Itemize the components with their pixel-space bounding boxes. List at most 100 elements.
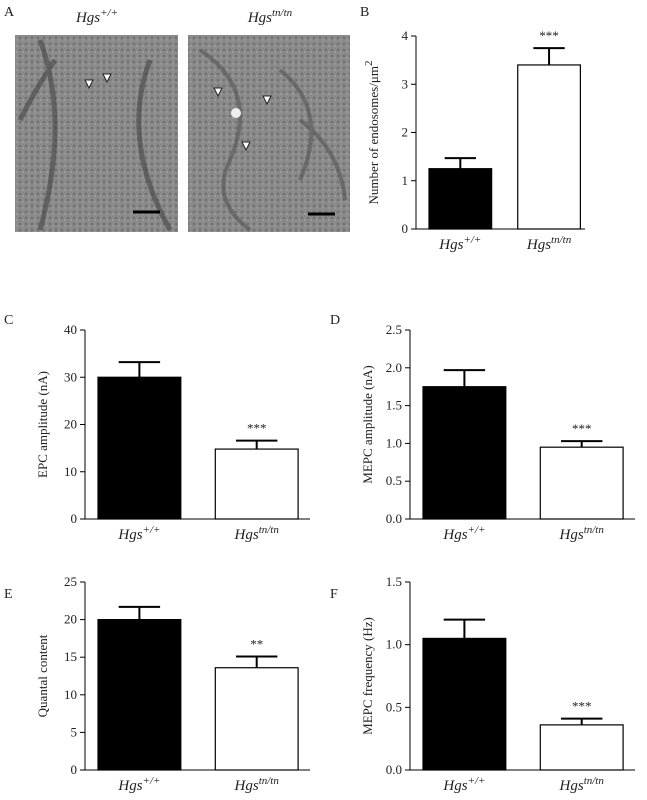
bar [422, 637, 507, 771]
y-tick-label: 25 [64, 574, 77, 589]
superscript: +/+ [100, 7, 118, 19]
y-tick-label: 0 [71, 762, 78, 777]
panel-label: C [4, 313, 13, 328]
y-axis-label: MEPC amplitude (nA) [360, 365, 375, 483]
y-tick-label: 1.5 [386, 574, 402, 589]
bar [422, 386, 507, 520]
gene: Hgs [559, 527, 584, 543]
y-tick-label: 0 [71, 511, 78, 526]
superscript: +/+ [468, 775, 486, 787]
gene: Hgs [247, 10, 272, 26]
arrowhead [213, 87, 272, 152]
y-tick-label: 1.5 [386, 398, 402, 413]
superscript: tn/tn [259, 524, 280, 536]
panel-a: A [4, 5, 350, 232]
genotype-label: Hgstn/tn [559, 775, 605, 794]
label-text: MEPC frequency (Hz) [360, 617, 375, 735]
y-tick-label: 0.0 [386, 762, 402, 777]
superscript: 2 [363, 61, 375, 67]
superscript: +/+ [143, 524, 161, 536]
gene: Hgs [442, 778, 467, 794]
gene: Hgs [442, 527, 467, 543]
y-tick-label: 20 [64, 612, 77, 627]
panel-label: E [4, 587, 13, 602]
vesicle [231, 108, 241, 118]
panel-label: D [330, 313, 340, 328]
genotype-label: Hgstn/tn [234, 524, 280, 543]
y-tick-label: 1.0 [386, 637, 402, 652]
genotype-label: Hgs+/+ [117, 524, 160, 543]
superscript: +/+ [143, 775, 161, 787]
y-tick-label: 4 [402, 28, 409, 43]
y-tick-label: 10 [64, 687, 77, 702]
membrane [17, 39, 173, 232]
y-tick-label: 10 [64, 464, 77, 479]
panel-label: A [4, 5, 15, 20]
y-tick-label: 3 [402, 76, 409, 91]
bar [428, 168, 493, 230]
gene: Hgs [117, 527, 142, 543]
y-tick-label: 0.5 [386, 699, 402, 714]
significance: *** [572, 699, 592, 714]
y-tick-label: 40 [64, 322, 77, 337]
y-tick-label: 20 [64, 417, 77, 432]
y-tick-label: 0.0 [386, 511, 402, 526]
label-text: EPC amplitude (nA) [35, 371, 50, 478]
genotype-label: Hgstn/tn [234, 775, 280, 794]
y-tick-label: 2.0 [386, 360, 402, 375]
superscript: tn/tn [259, 775, 280, 787]
genotype-label: Hgstn/tn [247, 7, 293, 26]
bar [214, 448, 299, 520]
bar [517, 64, 581, 230]
membrane [198, 48, 347, 232]
label-text: Number of endosomes/μm [366, 66, 381, 204]
genotype-label: Hgs+/+ [442, 524, 485, 543]
superscript: tn/tn [272, 7, 293, 19]
significance: ** [250, 636, 263, 651]
y-tick-label: 30 [64, 369, 77, 384]
genotype-label: Hgs+/+ [442, 775, 485, 794]
micrograph [188, 35, 350, 232]
superscript: tn/tn [584, 775, 605, 787]
y-tick-label: 1.0 [386, 435, 402, 450]
bar [214, 667, 299, 771]
y-tick-label: 15 [64, 649, 77, 664]
y-axis-label: MEPC frequency (Hz) [360, 617, 375, 735]
gene: Hgs [234, 778, 259, 794]
y-axis-label: EPC amplitude (nA) [35, 371, 50, 478]
y-tick-label: 5 [71, 724, 78, 739]
superscript: tn/tn [551, 234, 572, 246]
label-text: Quantal content [35, 634, 50, 717]
bar [539, 724, 624, 771]
significance: *** [572, 421, 592, 436]
bar [97, 618, 182, 771]
y-tick-label: 2.5 [386, 322, 402, 337]
gene: Hgs [559, 778, 584, 794]
gene: Hgs [438, 237, 463, 253]
y-axis-label: Number of endosomes/μm2 [363, 61, 381, 205]
y-tick-label: 2 [402, 125, 409, 140]
label-text: MEPC amplitude (nA) [360, 365, 375, 483]
genotype-label: Hgstn/tn [526, 234, 572, 253]
bar [539, 446, 624, 520]
gene: Hgs [526, 237, 551, 253]
panel-label: B [360, 5, 369, 20]
genotype-label: Hgs+/+ [438, 234, 481, 253]
y-tick-label: 1 [402, 173, 409, 188]
gene: Hgs [117, 778, 142, 794]
y-tick-label: 0 [402, 221, 409, 236]
panel-label: F [330, 587, 338, 602]
superscript: tn/tn [584, 524, 605, 536]
superscript: +/+ [463, 234, 481, 246]
arrowhead [84, 73, 112, 90]
gene: Hgs [75, 10, 100, 26]
genotype-label: Hgs+/+ [75, 7, 118, 26]
significance: *** [539, 28, 559, 43]
bar [97, 376, 182, 520]
superscript: +/+ [468, 524, 486, 536]
gene: Hgs [234, 527, 259, 543]
y-axis-label: Quantal content [35, 634, 50, 717]
significance: *** [247, 421, 267, 436]
micrograph [15, 35, 178, 232]
